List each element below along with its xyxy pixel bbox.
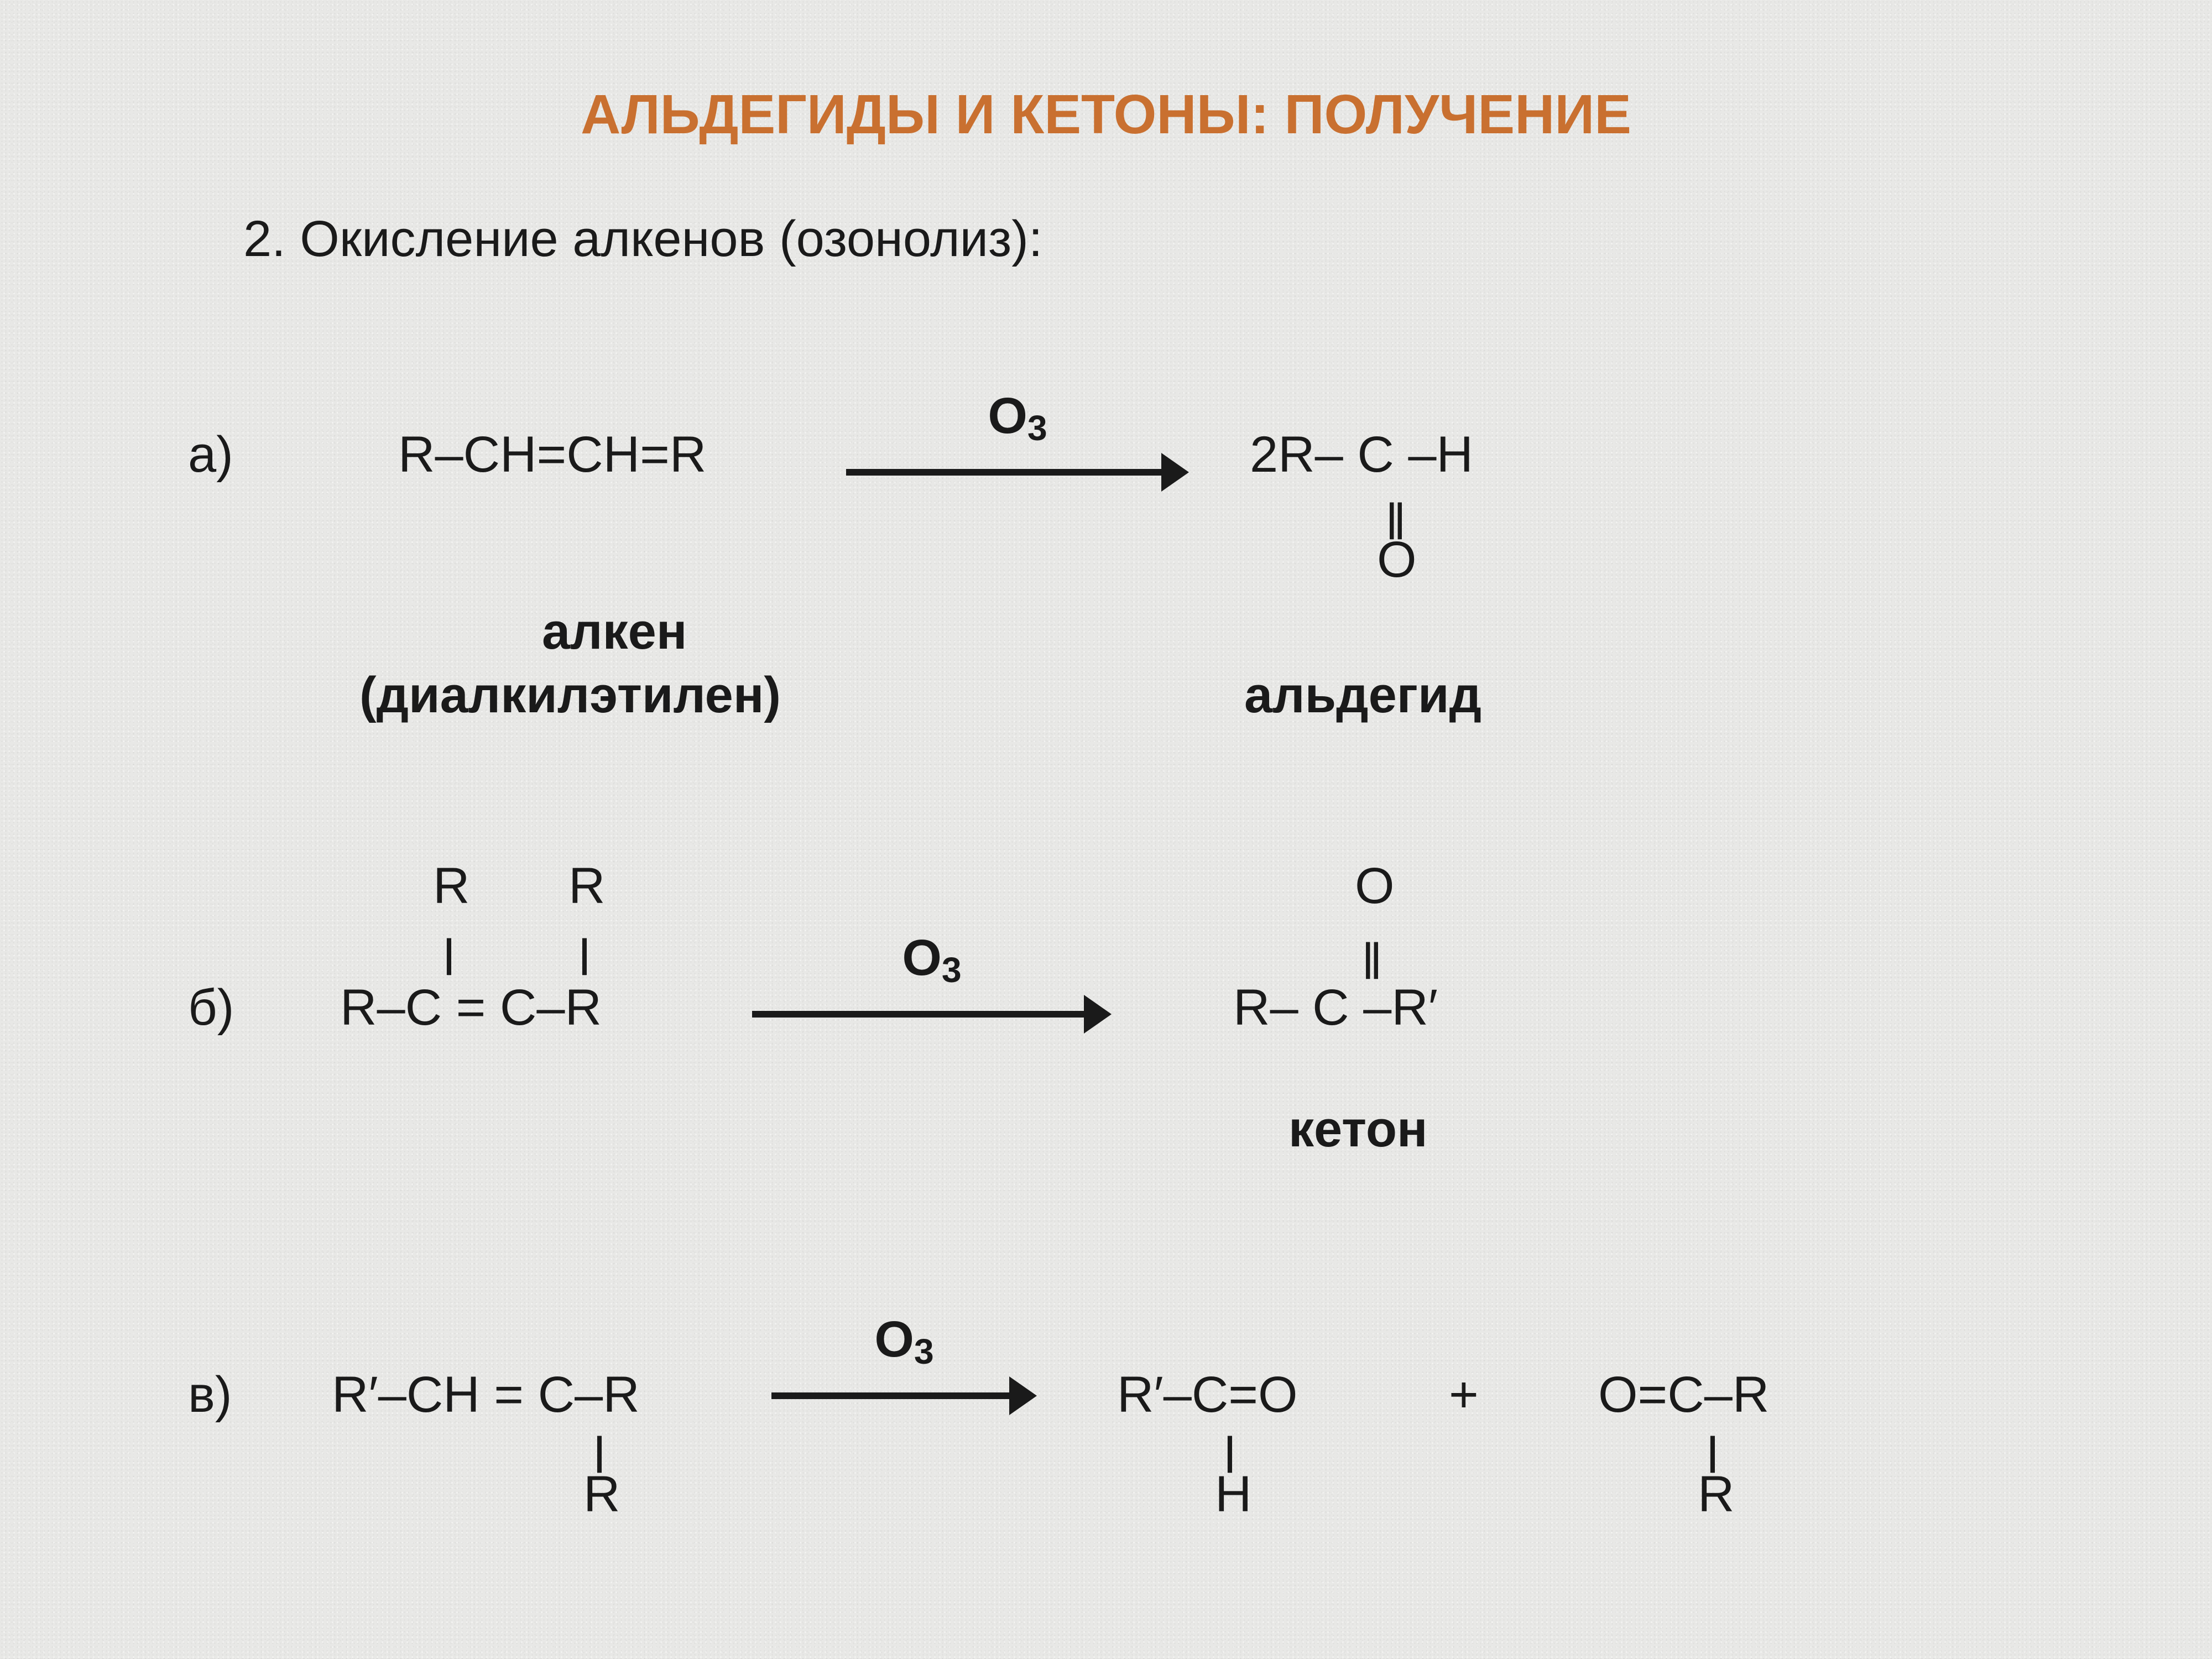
reaction-a-reactant-label2: (диалкилэтилен) xyxy=(359,666,781,724)
reaction-a-product-label: альдегид xyxy=(1244,666,1481,724)
reaction-c-tag: в) xyxy=(188,1366,232,1424)
reaction-b-reagent: O3 xyxy=(902,929,961,990)
reaction-c-product1-top: R′–C=O xyxy=(1117,1366,1298,1424)
reaction-c-reactant-top: R′–CH = C–R xyxy=(332,1366,640,1424)
double-bond-icon: ǁ xyxy=(1361,951,1380,973)
arrow-head-icon xyxy=(1161,453,1189,492)
section-subtitle: 2. Окисление алкенов (озонолиз): xyxy=(243,210,1042,268)
arrow-head-icon xyxy=(1084,995,1112,1034)
reaction-a-reactant-label1: алкен xyxy=(542,603,687,661)
reaction-c-product2-top: O=C–R xyxy=(1598,1366,1769,1424)
reaction-b-product-line: R– C –R′ xyxy=(1233,979,1438,1037)
reaction-b-product-label: кетон xyxy=(1288,1100,1428,1159)
reagent-text: O3 xyxy=(988,388,1047,444)
arrow-shaft xyxy=(752,1011,1084,1018)
reaction-a-product-line2: O xyxy=(1377,531,1417,589)
reaction-c-arrow: O3 xyxy=(771,1311,1037,1415)
reaction-a-tag: а) xyxy=(188,426,233,484)
reaction-b-product-top: O xyxy=(1355,857,1395,915)
reaction-b-topR1: R xyxy=(433,857,469,915)
single-bond-icon: ǀ xyxy=(578,944,591,972)
reaction-b-arrow: O3 xyxy=(752,929,1112,1034)
reaction-a-reagent: O3 xyxy=(988,387,1047,448)
reaction-c-product2-bottom: R xyxy=(1698,1465,1734,1524)
reaction-a-reactant: R–CH=CH=R xyxy=(398,426,706,484)
arrow-head-icon xyxy=(1009,1376,1037,1415)
reaction-b-reactant: R–C = C–R xyxy=(340,979,602,1037)
reaction-c-reagent: O3 xyxy=(874,1311,933,1372)
reaction-c-reactant-bottom: R xyxy=(583,1465,620,1524)
reaction-c-plus: + xyxy=(1449,1366,1479,1424)
arrow-shaft xyxy=(771,1392,1009,1399)
reagent-text: O3 xyxy=(902,930,961,986)
reaction-a-product-line1: 2R– C –H xyxy=(1250,426,1473,484)
reaction-c-product1-bottom: H xyxy=(1215,1465,1251,1524)
single-bond-icon: ǀ xyxy=(442,944,456,972)
reagent-text: O3 xyxy=(874,1311,933,1368)
page-title: АЛЬДЕГИДЫ И КЕТОНЫ: ПОЛУЧЕНИЕ xyxy=(0,83,2212,147)
reaction-b-topR2: R xyxy=(568,857,605,915)
reaction-b-tag: б) xyxy=(188,979,234,1037)
reaction-a-arrow: O3 xyxy=(846,387,1189,492)
arrow-shaft xyxy=(846,469,1161,476)
